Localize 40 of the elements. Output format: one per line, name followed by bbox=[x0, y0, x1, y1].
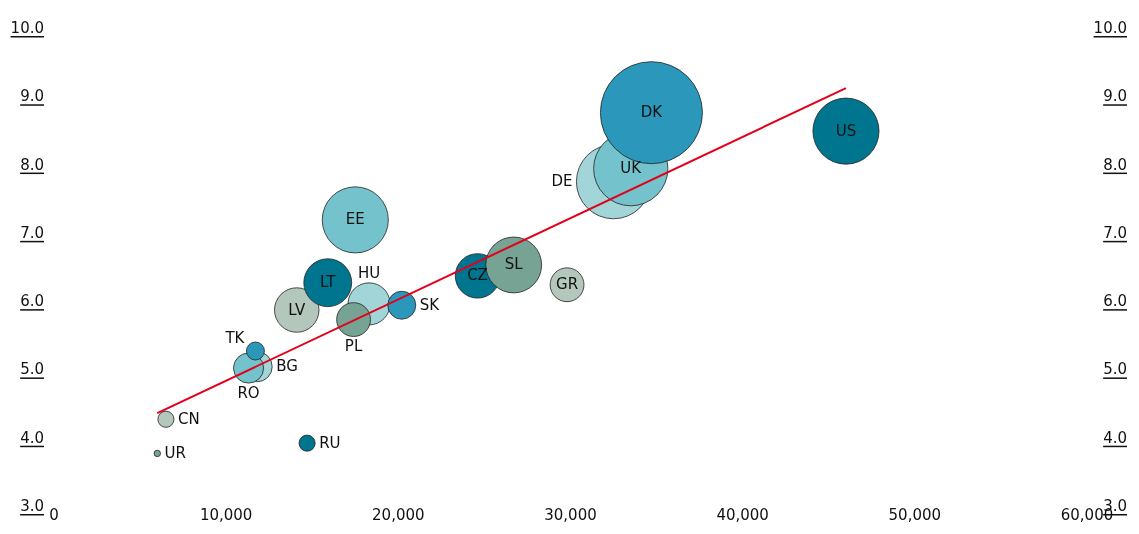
x-tick-label: 30,000 bbox=[544, 506, 597, 524]
y2-tick-label: 4.0 bbox=[1103, 428, 1127, 447]
x-tick-label: 10,000 bbox=[199, 506, 253, 524]
y-tick-label: 6.0 bbox=[20, 292, 44, 311]
x-tick-label: 0 bbox=[49, 506, 59, 524]
series-label: LT bbox=[320, 273, 337, 292]
series-label: DK bbox=[640, 103, 664, 122]
series-label: DE bbox=[551, 172, 573, 191]
series-label: CZ bbox=[467, 266, 488, 285]
y-tick-label: 8.0 bbox=[20, 155, 44, 174]
y2-tick-label: 6.0 bbox=[1103, 292, 1127, 311]
series-label: SK bbox=[419, 295, 441, 314]
series-label: US bbox=[835, 121, 857, 140]
series-label: GR bbox=[556, 275, 579, 294]
y-tick-label: 9.0 bbox=[20, 87, 44, 106]
y-tick-label: 7.0 bbox=[20, 223, 44, 242]
y-tick-label: 3.0 bbox=[20, 497, 44, 515]
series-label: SL bbox=[504, 255, 524, 274]
y-tick-label: 10.0 bbox=[10, 19, 44, 37]
y2-tick-label: 9.0 bbox=[1103, 87, 1127, 106]
y2-tick-label: 5.0 bbox=[1103, 360, 1127, 379]
series-label: BG bbox=[276, 357, 298, 376]
series-label: RU bbox=[319, 433, 341, 452]
series-label: UK bbox=[620, 159, 643, 178]
x-tick-label: 40,000 bbox=[716, 506, 769, 524]
series-label: UR bbox=[164, 443, 186, 462]
x-tick-label: 50,000 bbox=[888, 506, 942, 524]
series-label: LV bbox=[288, 300, 306, 319]
y2-tick-label: 7.0 bbox=[1103, 223, 1127, 242]
x-tick-label: 20,000 bbox=[372, 506, 425, 524]
y2-tick-label: 8.0 bbox=[1103, 155, 1127, 174]
series-label: RO bbox=[237, 383, 260, 402]
series-label: TK bbox=[224, 328, 246, 347]
series-label: CN bbox=[177, 409, 200, 428]
y2-tick-label: 10.0 bbox=[1093, 19, 1127, 37]
series-label: HU bbox=[357, 264, 381, 283]
series-label: EE bbox=[345, 210, 365, 229]
y-tick-label: 4.0 bbox=[20, 428, 44, 447]
y-tick-label: 5.0 bbox=[20, 360, 44, 379]
series-label: PL bbox=[344, 336, 363, 355]
